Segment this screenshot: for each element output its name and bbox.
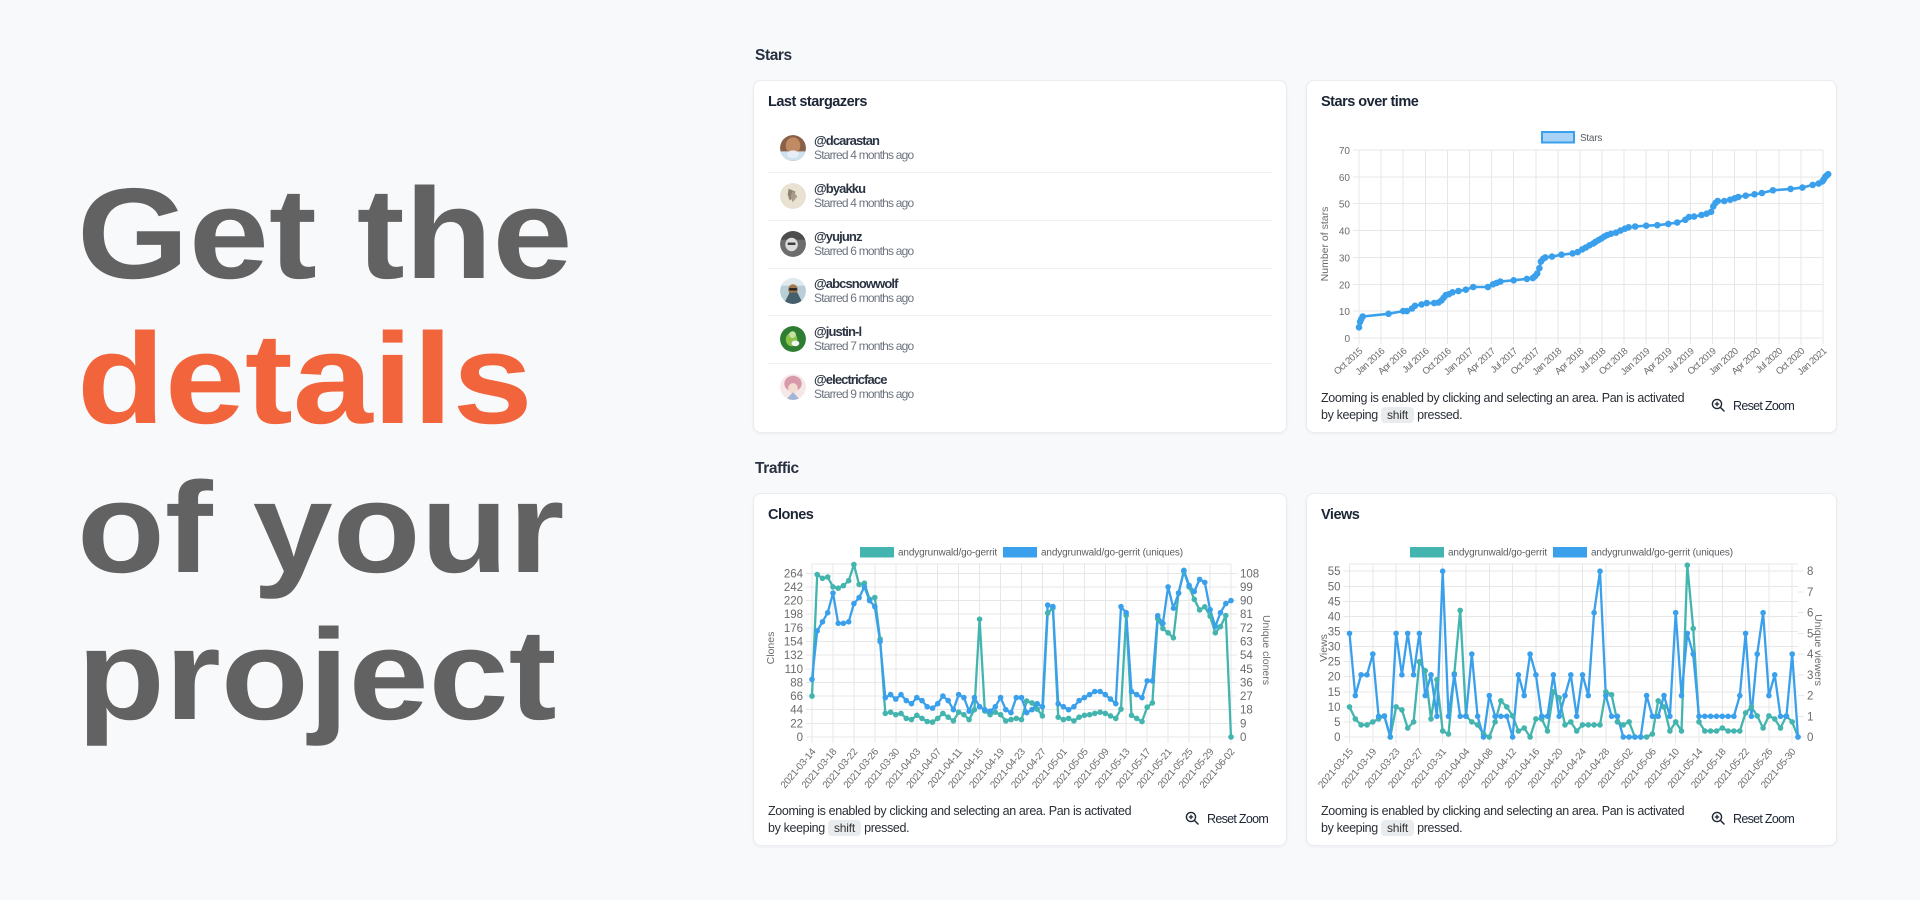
svg-text:0: 0 — [1240, 732, 1246, 744]
svg-text:0: 0 — [1334, 732, 1340, 744]
svg-text:242: 242 — [784, 582, 803, 594]
svg-text:30: 30 — [1339, 253, 1351, 264]
svg-text:99: 99 — [1240, 582, 1253, 594]
svg-text:2: 2 — [1807, 691, 1813, 703]
svg-text:9: 9 — [1240, 718, 1246, 730]
svg-text:4: 4 — [1807, 649, 1814, 661]
svg-text:22: 22 — [790, 718, 803, 730]
svg-text:45: 45 — [1328, 596, 1341, 608]
svg-text:27: 27 — [1240, 691, 1253, 703]
svg-text:5: 5 — [1334, 717, 1340, 729]
svg-text:6: 6 — [1807, 608, 1813, 620]
svg-text:Unique viewers: Unique viewers — [1812, 614, 1824, 686]
svg-text:110: 110 — [785, 664, 803, 676]
svg-text:35: 35 — [1328, 627, 1341, 639]
svg-text:andygrunwald/go-gerrit: andygrunwald/go-gerrit — [898, 548, 997, 559]
svg-text:66: 66 — [790, 691, 803, 703]
svg-text:7: 7 — [1807, 587, 1813, 599]
svg-text:132: 132 — [784, 650, 803, 662]
svg-text:70: 70 — [1339, 146, 1351, 157]
svg-text:81: 81 — [1240, 609, 1253, 621]
svg-text:108: 108 — [1240, 568, 1259, 580]
svg-text:36: 36 — [1240, 677, 1253, 689]
svg-text:63: 63 — [1240, 637, 1253, 649]
svg-text:264: 264 — [784, 568, 804, 580]
svg-text:20: 20 — [1339, 280, 1351, 291]
svg-text:25: 25 — [1328, 657, 1341, 669]
svg-text:220: 220 — [784, 596, 803, 608]
svg-text:154: 154 — [784, 637, 804, 649]
svg-text:Number of stars: Number of stars — [1319, 207, 1331, 282]
svg-text:10: 10 — [1339, 307, 1351, 318]
svg-text:0: 0 — [797, 732, 803, 744]
svg-text:andygrunwald/go-gerrit (unique: andygrunwald/go-gerrit (uniques) — [1041, 548, 1183, 559]
svg-text:55: 55 — [1328, 566, 1341, 578]
svg-text:60: 60 — [1339, 173, 1351, 184]
svg-text:Unique cloners: Unique cloners — [1260, 615, 1272, 685]
svg-text:88: 88 — [790, 677, 803, 689]
svg-text:90: 90 — [1240, 596, 1253, 608]
svg-text:176: 176 — [784, 623, 803, 635]
svg-text:45: 45 — [1240, 664, 1253, 676]
svg-text:0: 0 — [1807, 732, 1813, 744]
svg-text:40: 40 — [1339, 227, 1351, 238]
svg-text:1: 1 — [1807, 711, 1813, 723]
svg-text:Stars: Stars — [1580, 133, 1602, 144]
svg-text:198: 198 — [784, 609, 803, 621]
svg-text:8: 8 — [1807, 566, 1813, 578]
svg-text:50: 50 — [1339, 200, 1351, 211]
svg-text:5: 5 — [1807, 628, 1813, 640]
svg-text:44: 44 — [790, 705, 803, 717]
svg-text:40: 40 — [1328, 611, 1341, 623]
svg-text:0: 0 — [1344, 334, 1350, 345]
svg-text:Views: Views — [1318, 634, 1330, 662]
svg-text:10: 10 — [1328, 702, 1341, 714]
svg-text:andygrunwald/go-gerrit: andygrunwald/go-gerrit — [1448, 548, 1547, 559]
svg-text:Clones: Clones — [765, 632, 777, 665]
svg-text:20: 20 — [1328, 672, 1341, 684]
svg-text:15: 15 — [1328, 687, 1341, 699]
svg-text:54: 54 — [1240, 650, 1253, 662]
svg-text:andygrunwald/go-gerrit (unique: andygrunwald/go-gerrit (uniques) — [1591, 548, 1733, 559]
svg-text:50: 50 — [1328, 581, 1341, 593]
svg-text:72: 72 — [1240, 623, 1253, 635]
svg-text:3: 3 — [1807, 670, 1813, 682]
svg-text:18: 18 — [1240, 705, 1253, 717]
svg-text:30: 30 — [1328, 642, 1341, 654]
